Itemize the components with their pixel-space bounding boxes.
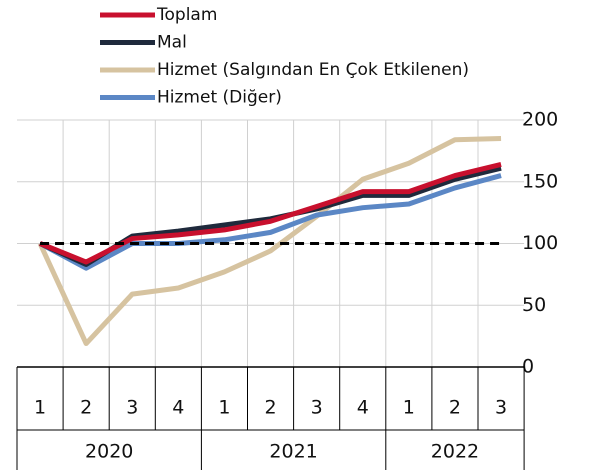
legend-label: Hizmet (Salgından En Çok Etkilenen) <box>157 60 469 80</box>
y-tick-label: 200 <box>522 109 558 131</box>
quarter-label: 2 <box>265 397 277 419</box>
year-label: 2022 <box>431 441 479 463</box>
quarter-label: 1 <box>403 397 415 419</box>
series-line <box>37 136 502 347</box>
y-tick-label: 100 <box>522 232 558 254</box>
quarter-label: 3 <box>126 397 138 419</box>
year-label: 2021 <box>269 441 317 463</box>
series-line <box>39 162 502 265</box>
quarter-label: 3 <box>495 397 507 419</box>
legend-label: Mal <box>157 33 187 53</box>
quarter-label: 3 <box>311 397 323 419</box>
y-tick-label: 150 <box>522 170 558 192</box>
quarter-label: 1 <box>34 397 46 419</box>
quarter-label: 2 <box>449 397 461 419</box>
quarter-label: 4 <box>357 397 369 419</box>
legend-label: Hizmet (Diğer) <box>157 88 282 108</box>
legend: Toplam Mal Hizmet (Salgından En Çok Etkile… <box>100 5 469 108</box>
year-label: 2020 <box>85 441 133 463</box>
quarter-label: 1 <box>218 397 230 419</box>
series-line <box>38 173 502 271</box>
legend-label: Toplam <box>156 5 217 25</box>
quarter-label: 4 <box>172 397 184 419</box>
y-tick-label: 50 <box>522 294 546 316</box>
y-tick-label: 0 <box>522 356 534 378</box>
quarter-label: 2 <box>80 397 92 419</box>
